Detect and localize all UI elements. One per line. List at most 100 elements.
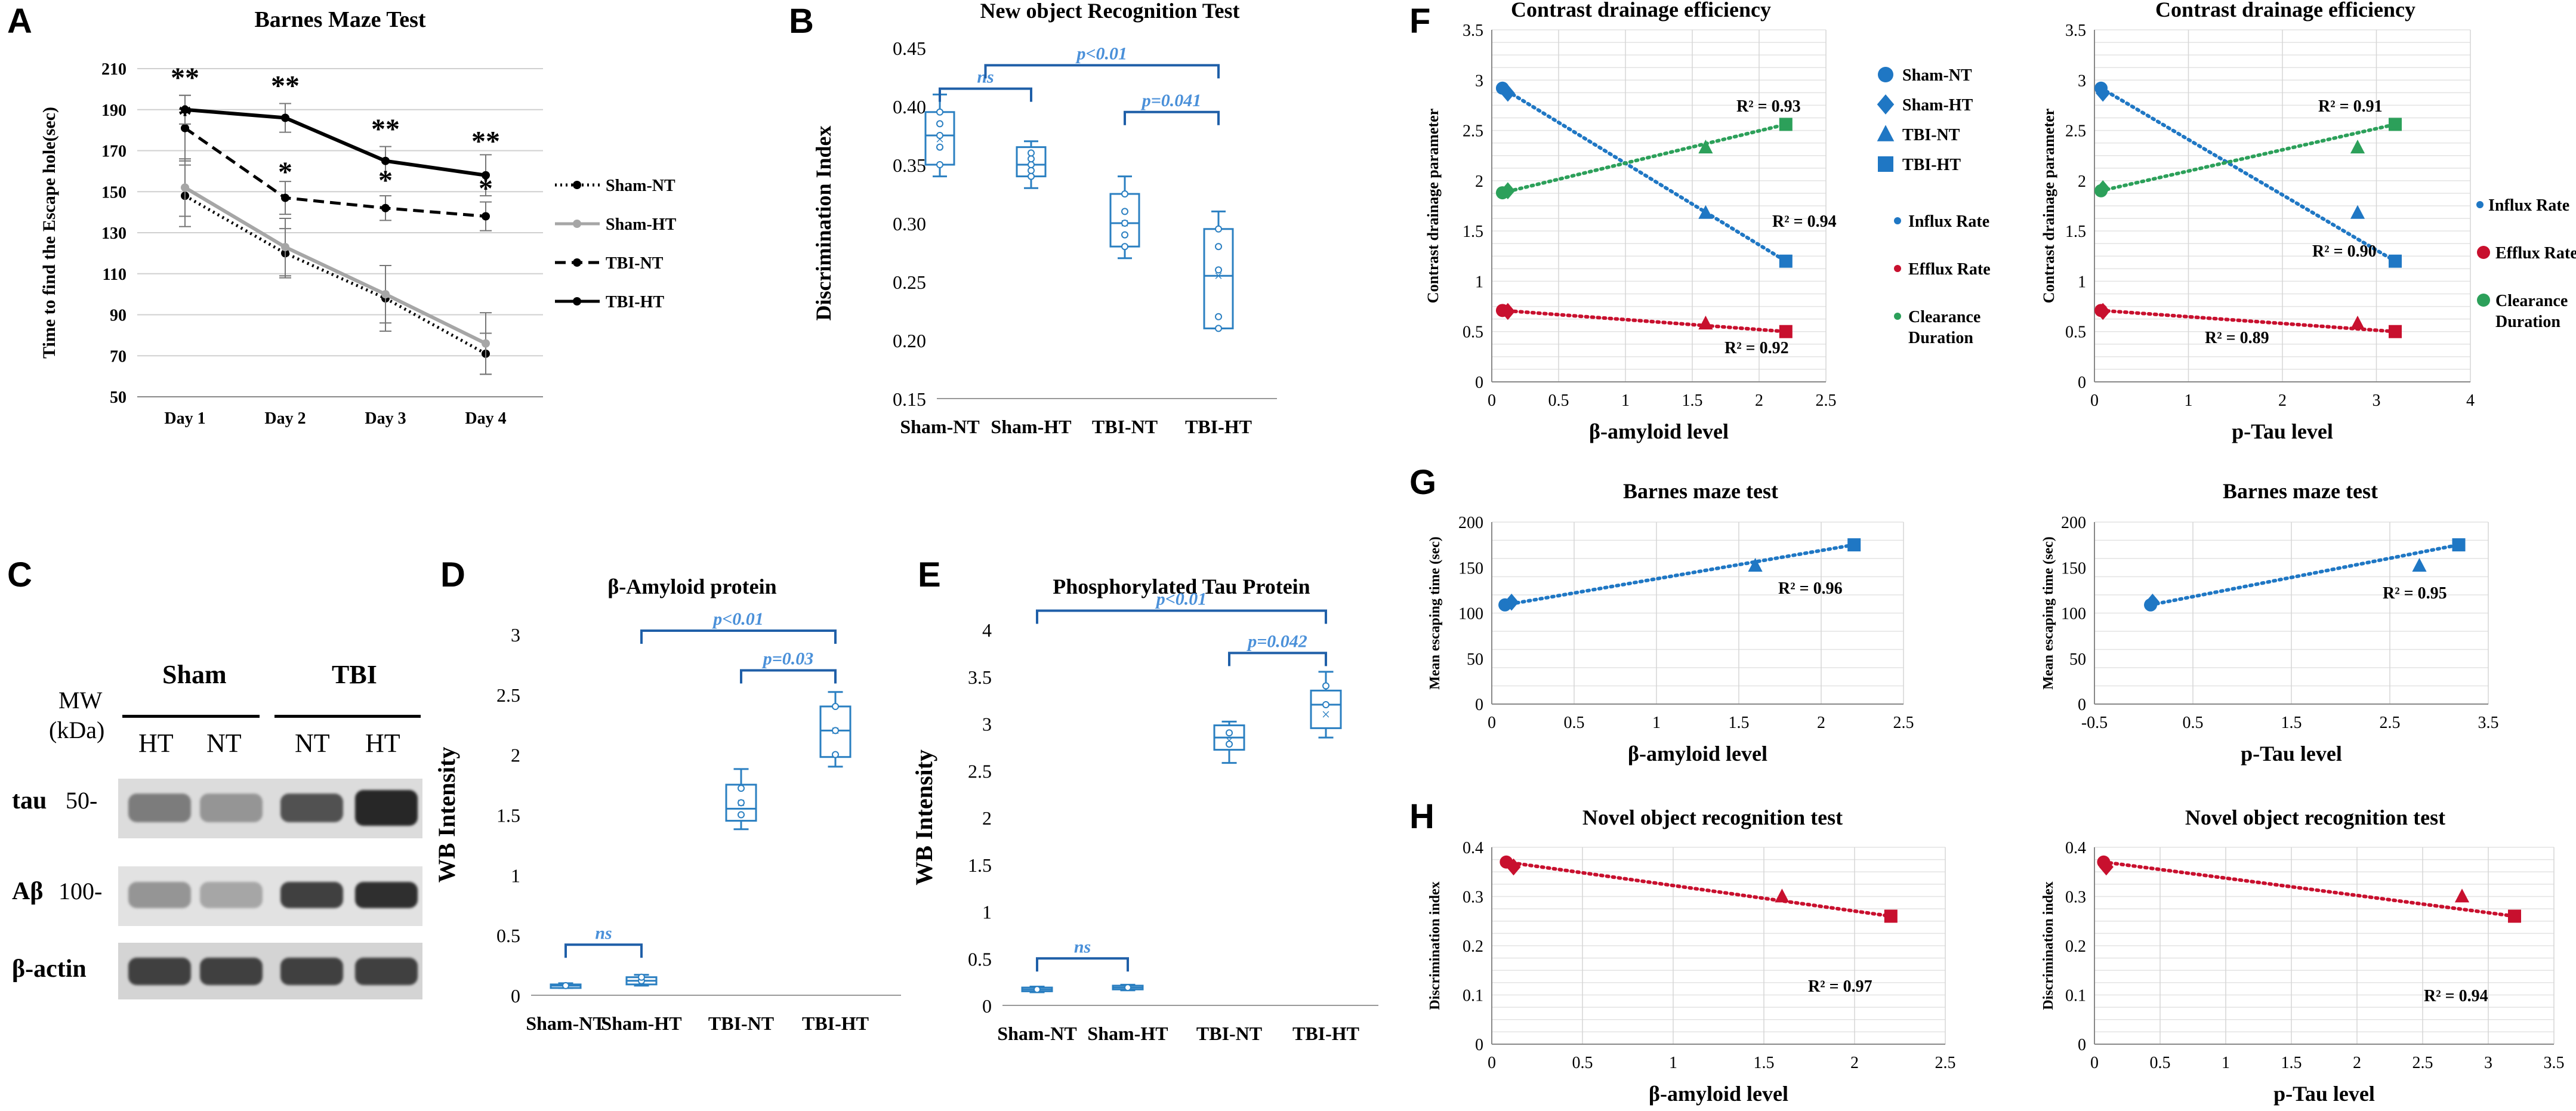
chart-title: Novel object recognition test bbox=[1582, 806, 1843, 829]
box-point bbox=[832, 727, 839, 735]
data-point bbox=[1500, 182, 1515, 200]
y-tick-label: 2.5 bbox=[968, 760, 992, 782]
box-point bbox=[936, 120, 943, 128]
data-point bbox=[2389, 118, 2402, 131]
y-tick-label: 0.1 bbox=[1463, 987, 1483, 1005]
wb-band bbox=[355, 882, 418, 908]
data-point bbox=[1698, 140, 1713, 154]
y-tick-label: 1 bbox=[2078, 273, 2086, 291]
r-squared-label: R² = 0.95 bbox=[2383, 584, 2447, 603]
y-tick-label: 0.3 bbox=[2065, 888, 2086, 907]
wb-band bbox=[355, 958, 418, 985]
wb-lane-2: NT bbox=[206, 729, 242, 758]
x-tick-label: 0 bbox=[1488, 714, 1496, 732]
trend-line bbox=[1503, 543, 1856, 607]
x-tick-label: Day 4 bbox=[465, 409, 506, 428]
legend-label: Duration bbox=[2495, 313, 2560, 331]
y-axis-label: Discrimination Index bbox=[812, 125, 835, 320]
y-tick-label: 0.2 bbox=[2065, 937, 2086, 956]
y-tick-label: 0.40 bbox=[893, 96, 926, 118]
y-tick-label: 1 bbox=[511, 865, 520, 886]
x-axis-label: β-amyloid level bbox=[1589, 419, 1729, 443]
y-tick-label: 3.5 bbox=[968, 666, 992, 688]
wb-sham-underline bbox=[122, 715, 260, 718]
legend-label: Clearance bbox=[2495, 292, 2568, 310]
panel-label-h: H bbox=[1409, 797, 1434, 836]
r-squared-label: R² = 0.90 bbox=[2312, 242, 2377, 261]
box-point bbox=[1034, 986, 1041, 993]
box-point bbox=[562, 982, 569, 989]
data-point bbox=[1779, 118, 1793, 131]
y-tick-label: 70 bbox=[110, 347, 127, 366]
x-tick-label: 1 bbox=[2185, 391, 2193, 410]
y-tick-label: 0.5 bbox=[496, 925, 520, 946]
wb-tbi-underline bbox=[274, 715, 421, 718]
box-point bbox=[1028, 172, 1035, 180]
x-tick-label: 2.5 bbox=[1816, 391, 1837, 410]
wb-lane-4: HT bbox=[365, 729, 400, 758]
data-point bbox=[381, 203, 390, 212]
panel-label-c: C bbox=[7, 556, 32, 594]
y-tick-label: 0.5 bbox=[968, 948, 992, 970]
x-axis-label: β-amyloid level bbox=[1628, 742, 1767, 766]
x-tick-label: 2 bbox=[2278, 391, 2287, 410]
chart-a-barnes-maze: Barnes Maze Test 50 70 90 110 130 150 170 190 210… bbox=[39, 7, 677, 428]
y-tick-label: 50 bbox=[1467, 650, 1483, 669]
significance-label: p<0.01 bbox=[1075, 44, 1127, 63]
y-tick-label: 0.45 bbox=[893, 38, 926, 59]
data-point bbox=[2350, 316, 2365, 330]
box-point bbox=[738, 811, 745, 819]
x-tick-label: TBI-NT bbox=[708, 1013, 774, 1034]
y-tick-label: 0.25 bbox=[893, 271, 926, 293]
legend-marker bbox=[1894, 217, 1901, 224]
y-axis-label: Discrimination index bbox=[1427, 881, 1443, 1010]
data-point bbox=[1698, 205, 1713, 219]
x-tick-label: TBI-NT bbox=[1092, 416, 1158, 437]
y-tick-label: 0 bbox=[1475, 374, 1483, 392]
box-point bbox=[1121, 220, 1128, 227]
x-tick-label: 1 bbox=[1669, 1054, 1677, 1072]
significance-label: p<0.01 bbox=[1155, 590, 1207, 609]
box-point bbox=[638, 973, 645, 981]
legend-marker bbox=[1878, 67, 1893, 82]
box-point bbox=[1121, 243, 1128, 251]
y-tick-label: 190 bbox=[101, 101, 127, 120]
wb-band bbox=[280, 958, 343, 985]
chart-title: Novel object recognition test bbox=[2185, 806, 2445, 829]
x-tick-label: 0 bbox=[2090, 1054, 2099, 1072]
y-tick-label: 1.5 bbox=[496, 805, 520, 826]
data-point bbox=[2454, 888, 2470, 903]
data-point bbox=[2145, 593, 2160, 611]
significance-star: ** bbox=[271, 70, 300, 102]
significance-label: p=0.041 bbox=[1140, 91, 1202, 110]
y-tick-label: 50 bbox=[110, 388, 127, 407]
box-point bbox=[1028, 166, 1035, 174]
significance-bracket bbox=[740, 669, 837, 684]
y-axis-label: Mean escaping time (sec) bbox=[2041, 536, 2056, 690]
box-point bbox=[1322, 682, 1329, 690]
box-point bbox=[832, 703, 839, 710]
box-mean-marker: × bbox=[1322, 706, 1331, 723]
significance-bracket bbox=[1228, 652, 1327, 666]
data-point bbox=[281, 193, 289, 202]
chart-f1-drainage-amyloid: Contrast drainage efficiency 0 0.5 1 1.5 2 2.5… bbox=[1424, 0, 1991, 443]
x-tick-label: Sham-HT bbox=[1087, 1023, 1168, 1044]
box-point bbox=[1028, 149, 1035, 157]
y-tick-label: 0 bbox=[2078, 1036, 2086, 1054]
legend-marker bbox=[573, 220, 581, 228]
box-point bbox=[1121, 208, 1128, 215]
data-point bbox=[1506, 858, 1521, 876]
x-tick-label: 4 bbox=[2466, 391, 2475, 410]
y-tick-label: 1.5 bbox=[2065, 223, 2086, 241]
x-tick-label: 0.5 bbox=[1564, 714, 1585, 732]
box-point bbox=[936, 161, 943, 168]
box-point bbox=[1215, 225, 1222, 233]
r-squared-label: R² = 0.97 bbox=[1808, 977, 1872, 996]
significance-label: ns bbox=[1074, 937, 1091, 956]
trend-line bbox=[1504, 860, 1893, 918]
significance-bracket bbox=[1124, 110, 1220, 125]
x-tick-label: 0.5 bbox=[1572, 1054, 1593, 1072]
x-tick-label: 3.5 bbox=[2478, 714, 2499, 732]
chart-title: Barnes maze test bbox=[1623, 479, 1778, 503]
panel-label-a: A bbox=[7, 2, 32, 41]
